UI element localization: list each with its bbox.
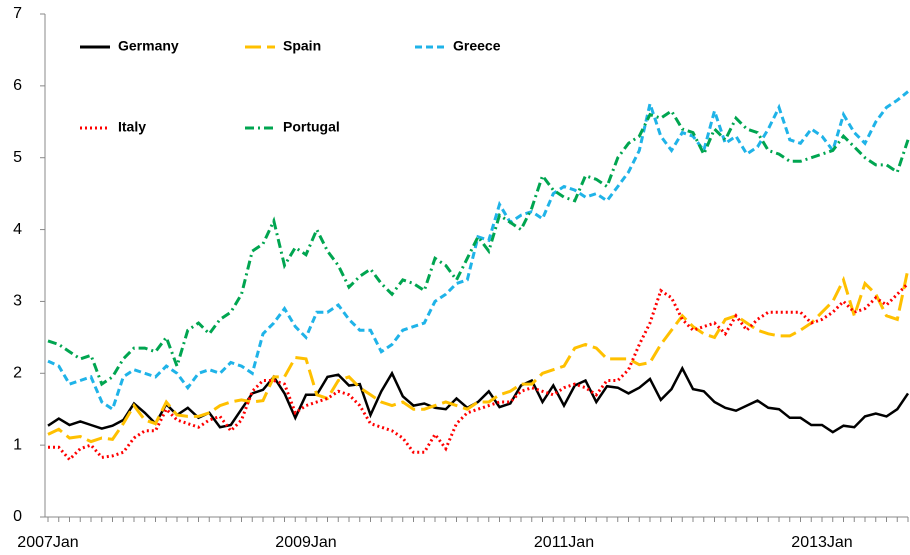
x-tick-label: 2011Jan [534,534,594,551]
y-tick-label: 5 [13,149,22,166]
legend-label: Greece [453,38,501,54]
legend-label: Portugal [283,119,340,135]
y-tick-label: 0 [13,508,22,525]
x-tick-label: 2009Jan [275,534,336,551]
legend-label: Spain [283,38,321,54]
legend-label: Italy [118,119,146,135]
x-tick-label: 2013Jan [791,534,852,551]
y-tick-label: 2 [13,365,22,382]
series-line [47,365,910,434]
series-line [47,90,909,412]
y-tick-label: 6 [13,77,22,94]
y-tick-label: 3 [13,293,22,310]
y-tick-label: 1 [13,436,22,453]
series-line [47,108,910,387]
y-tick-label: 7 [13,5,22,22]
legend-label: Germany [118,38,179,54]
series-line [47,268,910,444]
y-tick-label: 4 [13,221,22,238]
x-tick-label: 2007Jan [17,534,78,551]
